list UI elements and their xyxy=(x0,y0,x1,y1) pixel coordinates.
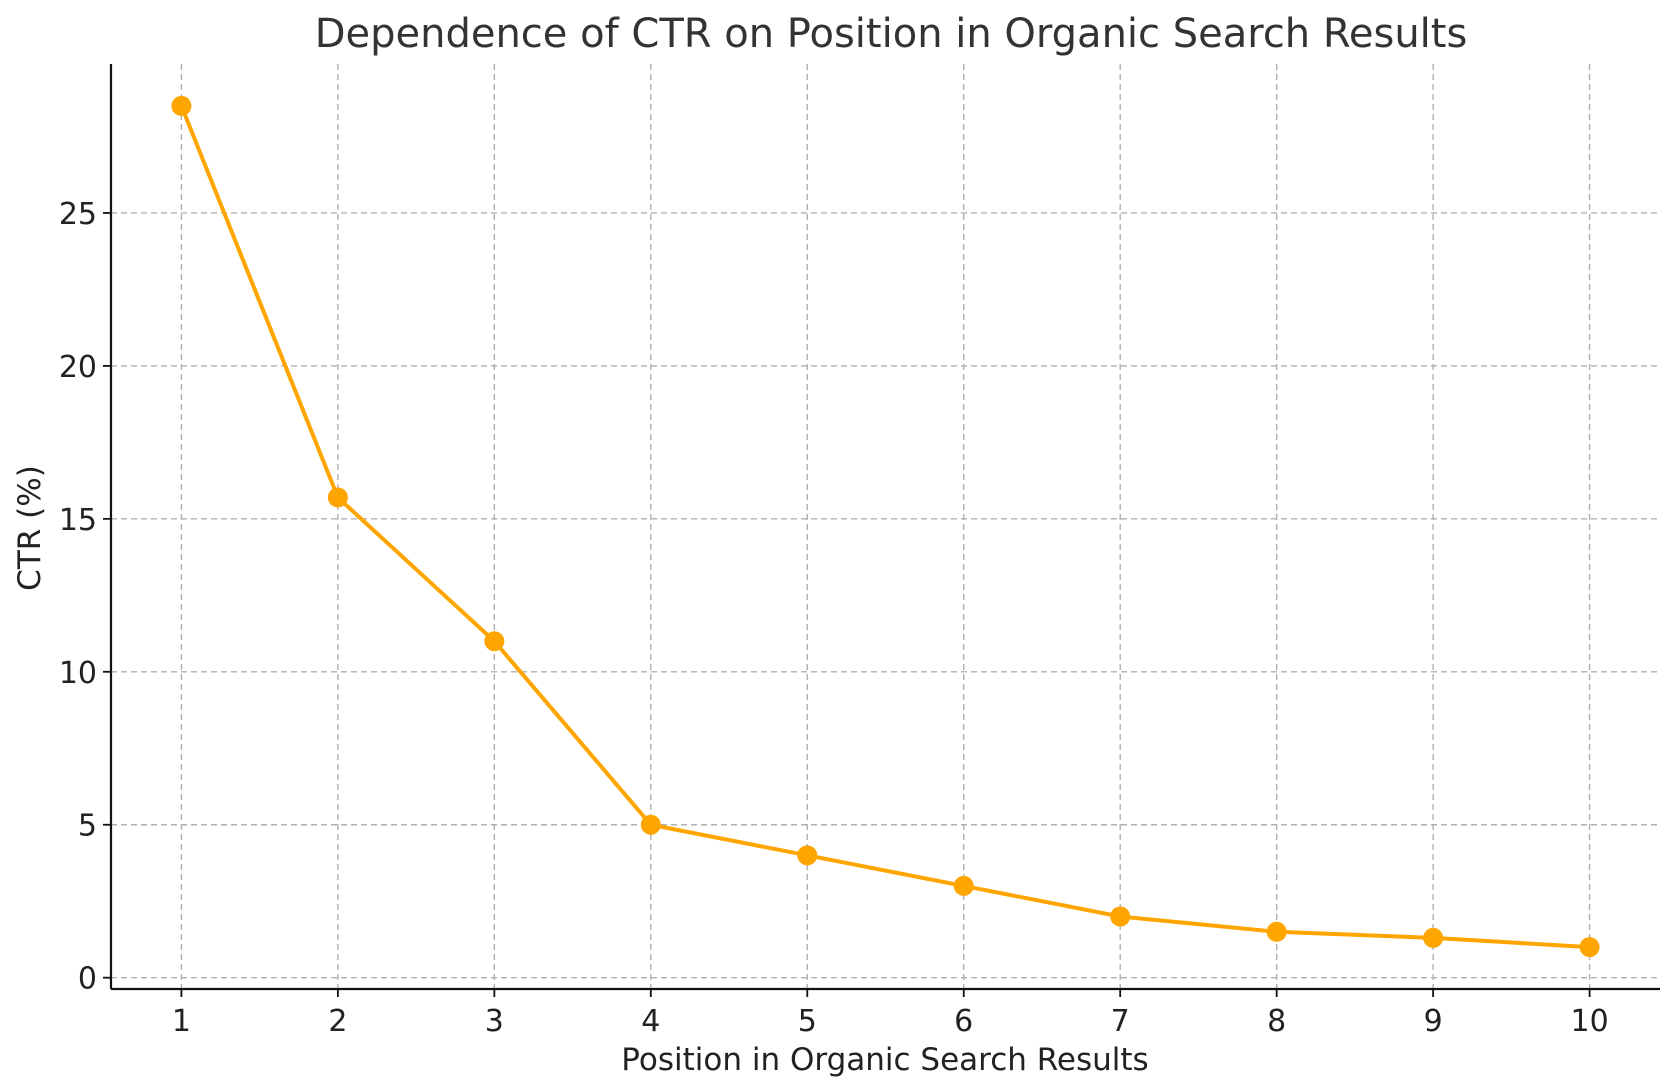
data-point xyxy=(1266,921,1287,942)
x-tick-label: 7 xyxy=(1111,1004,1130,1039)
data-point xyxy=(484,631,505,652)
y-tick-label: 5 xyxy=(78,809,97,844)
data-point xyxy=(797,845,818,866)
grid-lines xyxy=(111,64,1660,989)
data-point xyxy=(640,814,661,835)
data-point xyxy=(1110,906,1131,927)
x-tick-label: 3 xyxy=(485,1004,504,1039)
x-tick-label: 10 xyxy=(1570,1004,1608,1039)
x-tick-label: 9 xyxy=(1424,1004,1443,1039)
chart-title: Dependence of CTR on Position in Organic… xyxy=(315,11,1468,57)
y-tick-label: 10 xyxy=(59,656,97,691)
y-tick-label: 25 xyxy=(59,197,97,232)
y-tick-label: 0 xyxy=(78,962,97,997)
x-axis-label: Position in Organic Search Results xyxy=(621,1042,1148,1078)
ctr-series-line xyxy=(179,105,1590,950)
x-tick-label: 6 xyxy=(954,1004,973,1039)
data-point xyxy=(327,487,348,508)
x-tick-label: 2 xyxy=(328,1004,347,1039)
y-axis-ticks: 0 5 10 15 20 25 xyxy=(59,197,111,997)
y-axis-label: CTR (%) xyxy=(12,465,48,591)
y-tick-label: 15 xyxy=(59,503,97,538)
x-tick-label: 8 xyxy=(1267,1004,1286,1039)
x-tick-label: 1 xyxy=(172,1004,191,1039)
x-axis-ticks: 1 2 3 4 5 6 7 8 9 10 xyxy=(172,989,1609,1039)
data-point xyxy=(953,875,974,896)
x-tick-label: 4 xyxy=(641,1004,660,1039)
data-point xyxy=(1579,937,1600,958)
y-tick-label: 20 xyxy=(59,350,97,385)
x-tick-label: 5 xyxy=(798,1004,817,1039)
data-point xyxy=(1423,927,1444,948)
series-layer xyxy=(171,95,1600,958)
data-point xyxy=(171,95,192,116)
